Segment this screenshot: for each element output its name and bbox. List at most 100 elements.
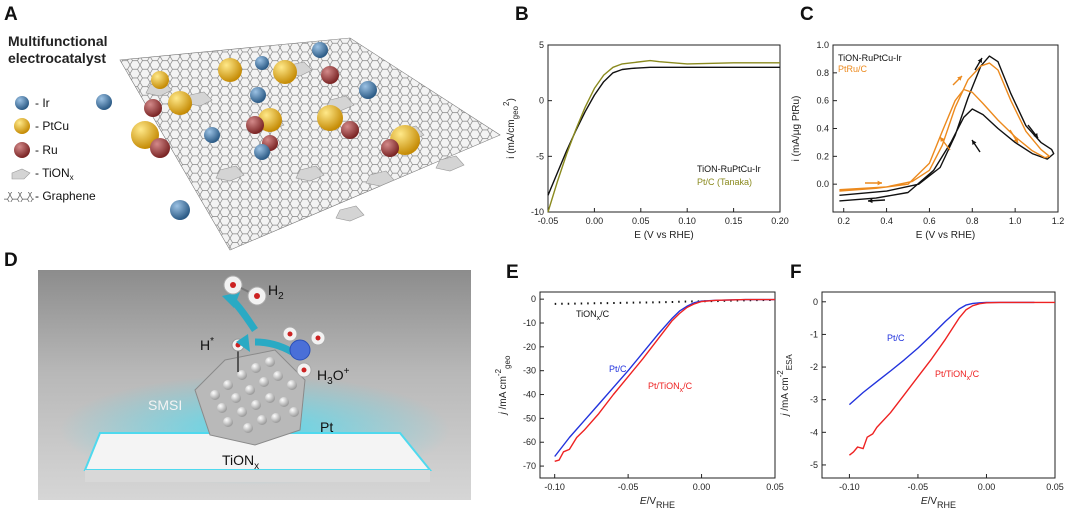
x-tick-label-c: 0.8 [966,216,979,226]
y-tick-label-f: 0 [813,297,818,307]
smsi-label: SMSI [148,397,182,413]
illustration-a-legend: - Ir - PtCu - Ru - TiONx - Graphene [4,96,96,203]
legend-f-1: Pt/TiONx/C [935,369,980,382]
x-axis-label-f: E/VRHE [921,496,956,510]
ru-icon [14,142,30,158]
tionx-support-side [85,470,430,482]
y-tick-label-f: -5 [810,460,818,470]
pt-label: Pt [320,419,333,435]
series-line-b-1 [547,59,780,213]
x-tick-label-b: 0.05 [632,216,650,226]
y-tick-label-e: -40 [523,390,536,400]
y-tick-label-c: 0.8 [816,68,829,78]
panel-label-c: C [800,4,814,25]
x-axis-label-e: E/VRHE [640,496,675,510]
x-axis-label-b: E (V vs RHE) [634,230,693,241]
scan-direction-arrowhead [1033,133,1038,138]
x-tick-label-b: 0.15 [725,216,743,226]
scan-direction-arrowhead [868,198,873,204]
legend-b-0: TiON-RuPtCu-Ir [697,164,761,174]
panel-label-a: A [4,4,18,25]
plot-frame-f [821,291,1056,479]
x-tick-label-e: 0.00 [693,482,711,492]
series-line-e-2 [554,298,775,462]
x-tick-label-f: -0.05 [908,482,929,492]
legend-e-0: TiONx/C [576,309,610,322]
x-tick-label-b: -0.05 [538,216,559,226]
ir-icon [15,96,29,110]
scan-direction-arrowhead [972,140,977,145]
scan-direction-arrowhead [940,137,945,142]
x-tick-label-c: 0.6 [923,216,936,226]
y-tick-label-b: -5 [536,151,544,161]
series-line-c-1 [839,62,1051,192]
series-line-b-0 [547,66,780,196]
graphene-icon [4,192,34,202]
y-tick-label-c: 0.4 [816,124,829,134]
y-tick-label-f: -2 [810,362,818,372]
y-tick-label-c: 0.6 [816,96,829,106]
x-tick-label-c: 0.4 [880,216,893,226]
legend-a-ru: - Ru [35,143,58,157]
series-line-e-0 [554,298,776,305]
legend-c-0: TiON-RuPtCu-Ir [838,53,902,63]
y-tick-label-e: -60 [523,437,536,447]
adsorption-arrow [254,338,294,356]
legend-e-2: Pt/TiONx/C [648,381,693,394]
y-tick-label-b: -10 [531,207,544,217]
scan-direction-arrowhead [1013,138,1018,143]
y-tick-label-e: 0 [531,294,536,304]
x-tick-label-c: 1.0 [1009,216,1022,226]
plot-frame-b [547,44,781,213]
x-tick-label-e: -0.10 [544,482,565,492]
graphene-sheet [119,37,501,251]
y-axis-label-b: i (mA/cmgeo2) [502,98,520,159]
y-tick-label-e: -50 [523,413,536,423]
y-tick-label-c: 0.0 [816,179,829,189]
y-tick-label-f: -1 [810,329,818,339]
legend-c-1: PtRu/C [838,64,868,74]
y-tick-label-f: -3 [810,395,818,405]
panel-e: E -0.10 -0.05 0.00 0.05 0 -10 -20 -30 -40 -50 -60 -… [494,262,784,510]
tionx-label: TiONx [222,452,259,472]
x-tick-label-c: 0.2 [837,216,850,226]
series-line-f-1 [848,301,1055,456]
adsorption-arrowhead [236,334,250,352]
scan-direction-arrowhead [977,58,982,63]
x-tick-label-c: 1.2 [1052,216,1065,226]
y-tick-label-b: 0 [539,96,544,106]
y-tick-label-e: -20 [523,342,536,352]
scan-direction-arrowhead [957,76,962,81]
tionx-icon [11,168,31,180]
y-axis-label-c: i (mA/μg PtRu) [791,96,802,162]
y-axis-label-e: j /mA cm-2geo [494,355,512,416]
series-line-f-0 [848,301,1035,406]
x-tick-label-f: -0.10 [839,482,860,492]
y-tick-label-c: 0.2 [816,151,829,161]
ptcu-icon [14,118,30,134]
series-line-e-1 [554,298,775,457]
scan-direction-arrowhead [877,180,882,186]
legend-e-1: Pt/C [609,364,627,374]
y-tick-label-e: -10 [523,318,536,328]
x-tick-label-b: 0.10 [678,216,696,226]
legend-b-1: Pt/C (Tanaka) [697,177,752,187]
legend-a-ir: - Ir [35,96,50,110]
h3o-label: H3O+ [317,366,350,387]
panel-label-b: B [515,4,529,25]
illustration-d: D H2 H* H3O+ SMSI [4,250,471,500]
x-axis-label-c: E (V vs RHE) [916,230,975,241]
x-tick-label-e: 0.05 [766,482,784,492]
y-axis-label-f: j /mA cm-2ESA [776,354,794,418]
desorption-arrowhead [222,292,240,308]
legend-f-0: Pt/C [887,333,905,343]
panel-label-e: E [506,262,519,283]
illustration-a-title-2: electrocatalyst [8,50,106,66]
graphene-sheet-shade [120,38,500,250]
legend-a-ptcu: - PtCu [35,119,69,133]
y-tick-label-f: -4 [810,427,818,437]
x-tick-label-b: 0.20 [771,216,789,226]
illustration-a-title-1: Multifunctional [8,33,108,49]
y-tick-label-e: -30 [523,366,536,376]
panel-f: F -0.10 -0.05 0.00 0.05 0 -1 -2 -3 -4 -5 E/VRHE j /… [776,262,1064,510]
